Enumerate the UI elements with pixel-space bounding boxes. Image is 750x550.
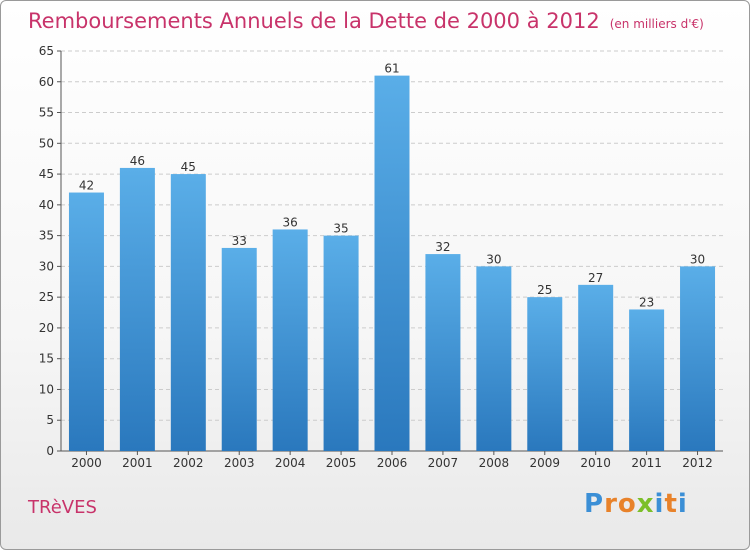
- data-label: 30: [690, 252, 705, 266]
- x-tick-label: 2006: [377, 456, 408, 470]
- logo-letter: i: [654, 489, 665, 519]
- bar: [527, 297, 563, 451]
- data-label: 33: [232, 234, 247, 248]
- y-tick-label: 45: [39, 167, 54, 181]
- logo-letter: P: [584, 489, 605, 519]
- data-label: 30: [486, 252, 501, 266]
- data-label: 46: [130, 154, 145, 168]
- bar: [323, 235, 359, 451]
- logo-letter: o: [617, 489, 637, 519]
- x-tick-label: 2012: [682, 456, 713, 470]
- bar: [629, 309, 665, 451]
- y-tick-label: 55: [39, 106, 54, 120]
- x-tick-label: 2004: [275, 456, 306, 470]
- y-tick-label: 30: [39, 259, 54, 273]
- labels: 0 5 10 15 20 25 30 35 40 45 50 55 60 65 42 2000 46 2001 45…: [39, 44, 713, 470]
- y-tick-label: 5: [46, 413, 54, 427]
- x-tick-label: 2011: [631, 456, 662, 470]
- bar: [578, 284, 614, 451]
- bar: [170, 174, 206, 452]
- y-tick-label: 15: [39, 352, 54, 366]
- bar: [221, 247, 257, 451]
- data-label: 42: [79, 179, 94, 193]
- logo-letter: t: [664, 489, 678, 519]
- logo-letter: i: [677, 489, 688, 519]
- chart-title: Remboursements Annuels de la Dette de 20…: [28, 9, 704, 33]
- x-tick-label: 2008: [479, 456, 510, 470]
- x-tick-label: 2010: [580, 456, 611, 470]
- x-tick-label: 2003: [224, 456, 255, 470]
- data-label: 32: [435, 240, 450, 254]
- x-tick-label: 2005: [326, 456, 357, 470]
- chart-subtitle: (en milliers d'€): [609, 17, 704, 31]
- y-tick-label: 25: [39, 290, 54, 304]
- bar: [374, 75, 410, 451]
- x-tick-label: 2009: [529, 456, 560, 470]
- x-tick-label: 2002: [173, 456, 204, 470]
- data-label: 36: [283, 215, 298, 229]
- data-label: 45: [181, 160, 196, 174]
- y-tick-label: 60: [39, 75, 54, 89]
- x-tick-label: 2001: [122, 456, 153, 470]
- bar: [272, 229, 308, 451]
- x-tick-label: 2000: [71, 456, 102, 470]
- bar: [476, 266, 512, 451]
- bars: [68, 75, 716, 452]
- y-tick-label: 20: [39, 321, 54, 335]
- proxiti-logo: Proxiti: [584, 489, 688, 519]
- bar: [119, 167, 155, 451]
- bar: [680, 266, 716, 451]
- y-tick-label: 0: [46, 444, 54, 458]
- y-tick-label: 35: [39, 229, 54, 243]
- data-label: 35: [333, 222, 348, 236]
- y-tick-label: 10: [39, 382, 54, 396]
- bar: [425, 254, 461, 451]
- y-tick-label: 50: [39, 136, 54, 150]
- logo-letter: x: [636, 489, 655, 519]
- y-tick-label: 65: [39, 44, 54, 58]
- data-label: 23: [639, 295, 654, 309]
- y-tick-label: 40: [39, 198, 54, 212]
- town-name: TRèVES: [28, 497, 97, 518]
- logo-letter: r: [604, 489, 618, 519]
- title-text: Remboursements Annuels de la Dette de 20…: [28, 9, 600, 33]
- data-label: 27: [588, 271, 603, 285]
- bar: [68, 192, 104, 452]
- data-label: 25: [537, 283, 552, 297]
- x-tick-label: 2007: [428, 456, 459, 470]
- data-label: 61: [384, 62, 399, 76]
